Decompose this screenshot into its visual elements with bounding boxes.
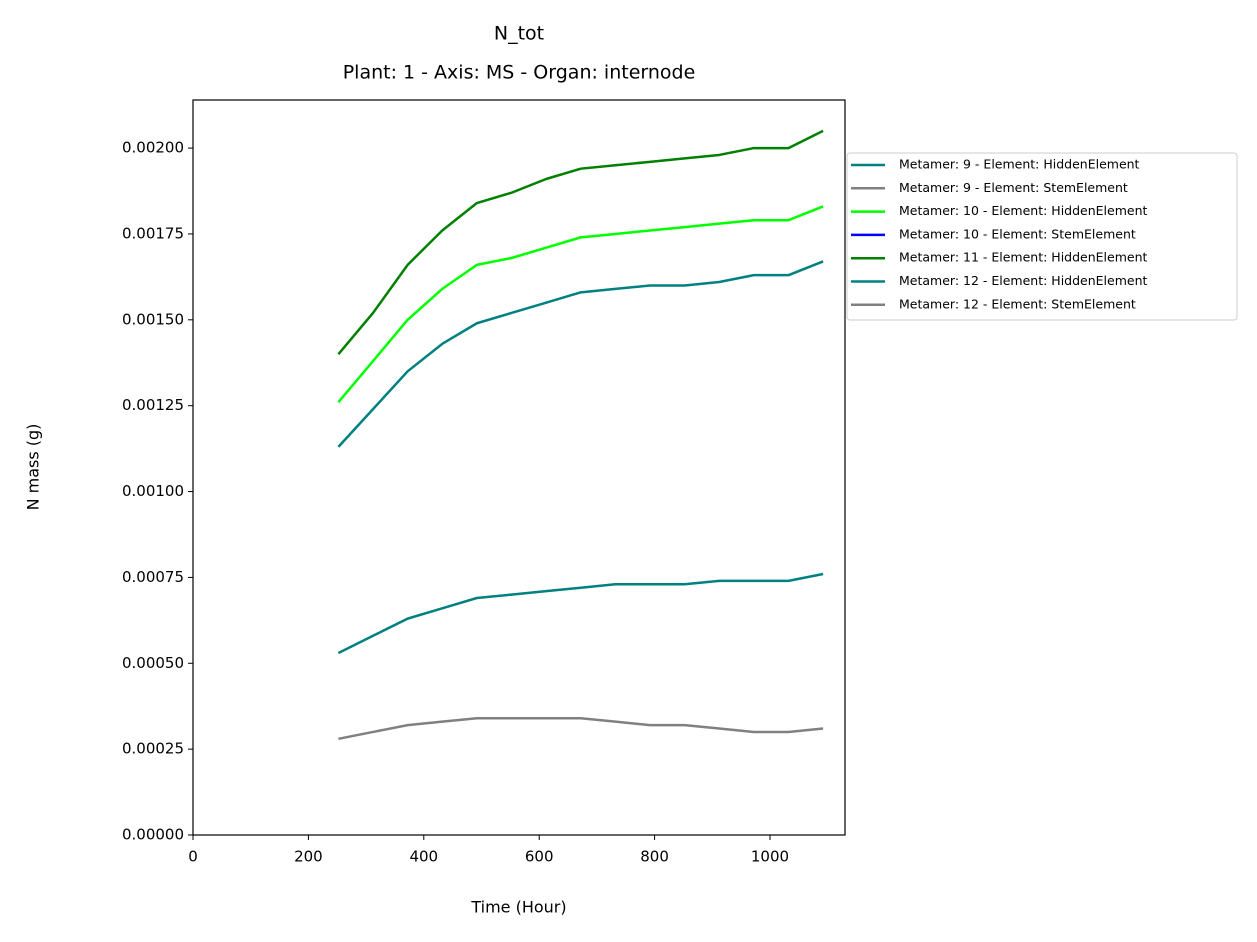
y-tick-label: 0.00000	[122, 826, 184, 844]
legend-label: Metamer: 11 - Element: HiddenElement	[899, 250, 1148, 265]
legend-label: Metamer: 12 - Element: HiddenElement	[899, 273, 1148, 288]
x-tick-label: 200	[294, 848, 323, 866]
y-tick-label: 0.00175	[122, 224, 184, 242]
plot-frame	[192, 99, 846, 836]
y-tick-label: 0.00125	[122, 396, 184, 414]
series-line	[337, 260, 824, 448]
legend: Metamer: 9 - Element: HiddenElement Metam…	[846, 152, 1238, 321]
legend-label: Metamer: 9 - Element: StemElement	[899, 180, 1128, 195]
legend-label: Metamer: 12 - Element: StemElement	[899, 296, 1136, 311]
x-tick-label: 800	[640, 848, 669, 866]
y-tick-label: 0.00100	[122, 482, 184, 500]
y-tick-label: 0.00025	[122, 740, 184, 758]
legend-label: Metamer: 9 - Element: HiddenElement	[899, 157, 1140, 172]
chart-subtitle: Plant: 1 - Axis: MS - Organ: internode	[343, 62, 696, 84]
legend-box	[846, 152, 1238, 321]
chart-title: N_tot	[494, 23, 544, 45]
legend-label: Metamer: 10 - Element: HiddenElement	[899, 203, 1148, 218]
x-axis-label: Time (Hour)	[470, 898, 566, 917]
x-tick-label: 1000	[751, 848, 789, 866]
y-tick-label: 0.00075	[122, 568, 184, 586]
series-line	[338, 716, 824, 741]
y-tick-label: 0.00150	[122, 310, 184, 328]
y-axis-label: N mass (g)	[24, 424, 43, 511]
x-tick-label: 0	[188, 848, 198, 866]
series-line	[337, 572, 824, 655]
series-line	[337, 205, 824, 404]
series-line	[337, 129, 824, 355]
x-tick-label: 400	[409, 848, 438, 866]
y-tick-label: 0.00050	[122, 654, 184, 672]
legend-label: Metamer: 10 - Element: StemElement	[899, 226, 1136, 241]
y-tick-label: 0.00200	[122, 139, 184, 157]
x-tick-label: 600	[525, 848, 554, 866]
